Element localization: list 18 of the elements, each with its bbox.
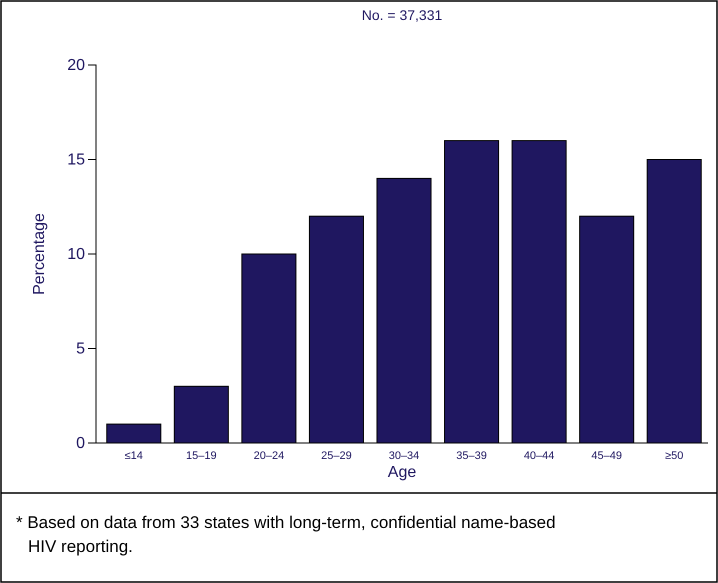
x-tick-label: ≥50 xyxy=(665,450,684,462)
x-tick-label: 45–49 xyxy=(591,450,622,462)
text: * Based on data from 33 states with long-term, confidential name-based HIV reporting. xyxy=(16,513,556,556)
x-tick-label: 15–19 xyxy=(186,450,217,462)
x-tick-label: 25–29 xyxy=(321,450,352,462)
x-tick-label: 30–34 xyxy=(388,450,420,462)
y-tick-label: 0 xyxy=(76,435,86,452)
x-axis-title: Age xyxy=(388,464,416,481)
y-tick-label: 20 xyxy=(67,57,86,74)
x-tick-label: 40–44 xyxy=(524,450,554,462)
chart-title: No. = 37,331 xyxy=(362,7,442,23)
x-tick-label: 35–39 xyxy=(456,450,487,462)
y-tick-label: 10 xyxy=(67,246,86,264)
y-tick-label: 5 xyxy=(76,340,86,358)
y-tick-label: 15 xyxy=(67,152,86,169)
y-axis-title: Percentage xyxy=(31,212,48,295)
x-tick-label: 20–24 xyxy=(254,450,284,462)
x-tick-label: ≤14 xyxy=(124,450,143,462)
